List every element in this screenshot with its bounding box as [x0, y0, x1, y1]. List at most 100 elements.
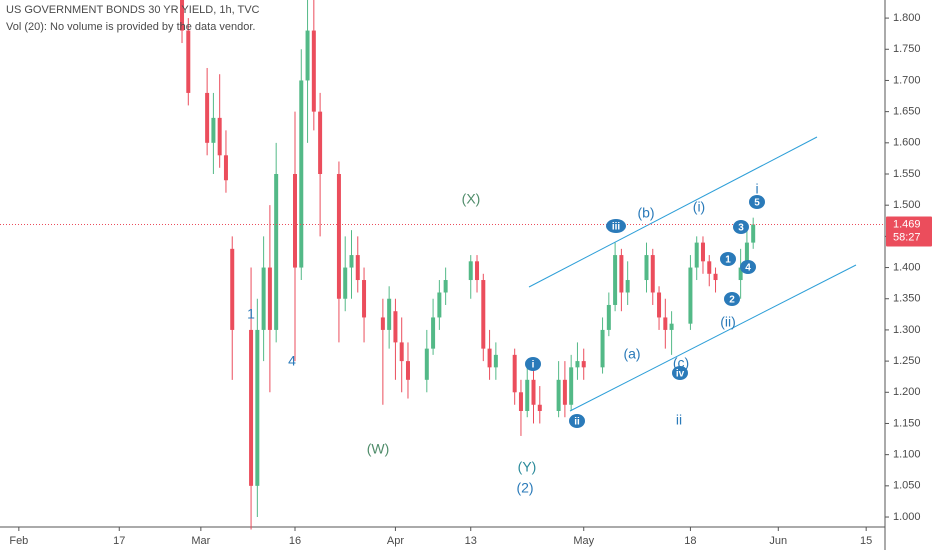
- candle-body: [738, 267, 743, 281]
- candle-body: [443, 280, 448, 293]
- wave-label: 3: [738, 223, 744, 234]
- candle-body: [261, 267, 266, 330]
- candle-body: [625, 280, 630, 293]
- candle-body: [399, 342, 404, 362]
- wave-label: 4: [745, 263, 751, 274]
- y-tick-label: 1.300: [893, 324, 921, 336]
- y-tick-label: 1.000: [893, 511, 921, 523]
- wave-label: ii: [676, 412, 682, 428]
- wave-label: 4: [288, 353, 296, 369]
- candle-body: [223, 155, 228, 181]
- candle-body: [431, 317, 436, 349]
- candle-body: [694, 242, 699, 268]
- y-tick-label: 1.500: [893, 199, 921, 211]
- candle-body: [305, 30, 310, 81]
- y-tick-label: 1.150: [893, 417, 921, 429]
- wave-label: (W): [367, 441, 390, 457]
- chart-title: US GOVERNMENT BONDS 30 YR YIELD, 1h, TVC: [6, 4, 260, 16]
- wave-label: (X): [462, 191, 481, 207]
- candle-body: [255, 329, 260, 486]
- candle-body: [650, 255, 655, 293]
- candle-body: [437, 292, 442, 318]
- candle-body: [468, 261, 473, 281]
- wave-label: i: [755, 181, 758, 197]
- x-tick-label: 16: [289, 535, 301, 547]
- channel-upper: [528, 136, 818, 288]
- wave-marker: [733, 220, 749, 234]
- candle-body: [186, 30, 191, 93]
- candle-body: [600, 329, 605, 368]
- candle-body: [211, 117, 216, 143]
- price-tag-value: 1.469: [893, 218, 921, 230]
- wave-label: 1: [247, 306, 255, 322]
- candle-body: [180, 0, 185, 31]
- wave-marker: [606, 219, 626, 233]
- candle-body: [355, 255, 360, 281]
- x-tick-label: 13: [465, 535, 477, 547]
- candle-body: [393, 311, 398, 343]
- candle-body: [518, 392, 523, 411]
- wave-label: 2: [729, 295, 735, 306]
- candle-body: [644, 255, 649, 281]
- candle-body: [512, 354, 517, 393]
- wave-label: 5: [754, 198, 760, 209]
- candle-body: [249, 329, 254, 486]
- wave-label: (ii): [720, 314, 736, 330]
- y-tick-label: 1.250: [893, 355, 921, 367]
- candle-body: [481, 280, 486, 349]
- y-tick-label: 1.400: [893, 261, 921, 273]
- candle-body: [267, 267, 272, 330]
- wave-marker: [569, 414, 585, 428]
- candle-body: [707, 261, 712, 274]
- candle-body: [311, 30, 316, 112]
- candle-body: [349, 255, 354, 268]
- candle-body: [669, 323, 674, 330]
- candle-body: [424, 348, 429, 380]
- y-tick-label: 1.200: [893, 386, 921, 398]
- candle-body: [205, 92, 210, 143]
- x-tick-label: Jun: [769, 535, 787, 547]
- candle-body: [606, 304, 611, 330]
- wave-label: (2): [516, 480, 533, 496]
- y-tick-label: 1.600: [893, 137, 921, 149]
- x-tick-label: Feb: [9, 535, 28, 547]
- y-tick-label: 1.550: [893, 168, 921, 180]
- x-tick-label: 15: [860, 535, 872, 547]
- candle-body: [575, 361, 580, 368]
- candle-body: [556, 379, 561, 411]
- y-tick-label: 1.700: [893, 74, 921, 86]
- candle-body: [688, 267, 693, 324]
- candle-body: [230, 248, 235, 330]
- candle-body: [581, 361, 586, 368]
- candle-body: [299, 80, 304, 268]
- wave-label: (i): [693, 199, 705, 215]
- wave-marker: [740, 260, 756, 274]
- wave-label: 1: [725, 255, 731, 266]
- y-tick-label: 1.050: [893, 480, 921, 492]
- y-tick-label: 1.100: [893, 449, 921, 461]
- y-tick-label: 1.800: [893, 12, 921, 24]
- wave-label: (Y): [518, 459, 537, 475]
- candle-body: [343, 267, 348, 299]
- wave-label: (b): [637, 205, 654, 221]
- candle-body: [619, 255, 624, 293]
- wave-label: ii: [574, 417, 580, 428]
- candle-body: [293, 174, 297, 268]
- y-tick-label: 1.350: [893, 293, 921, 305]
- candle-body: [217, 117, 222, 156]
- wave-label: iii: [612, 222, 621, 233]
- candle-body: [537, 404, 542, 411]
- candle-body: [751, 224, 756, 243]
- wave-marker: [525, 357, 541, 371]
- candle-body: [613, 255, 618, 305]
- candle-body: [744, 242, 749, 268]
- wave-marker: [720, 252, 736, 266]
- candle-body: [405, 361, 410, 380]
- candle-body: [700, 242, 705, 262]
- wave-label: (a): [623, 346, 640, 362]
- candle-body: [380, 317, 385, 330]
- y-tick-label: 1.750: [893, 43, 921, 55]
- candle-body: [663, 317, 668, 330]
